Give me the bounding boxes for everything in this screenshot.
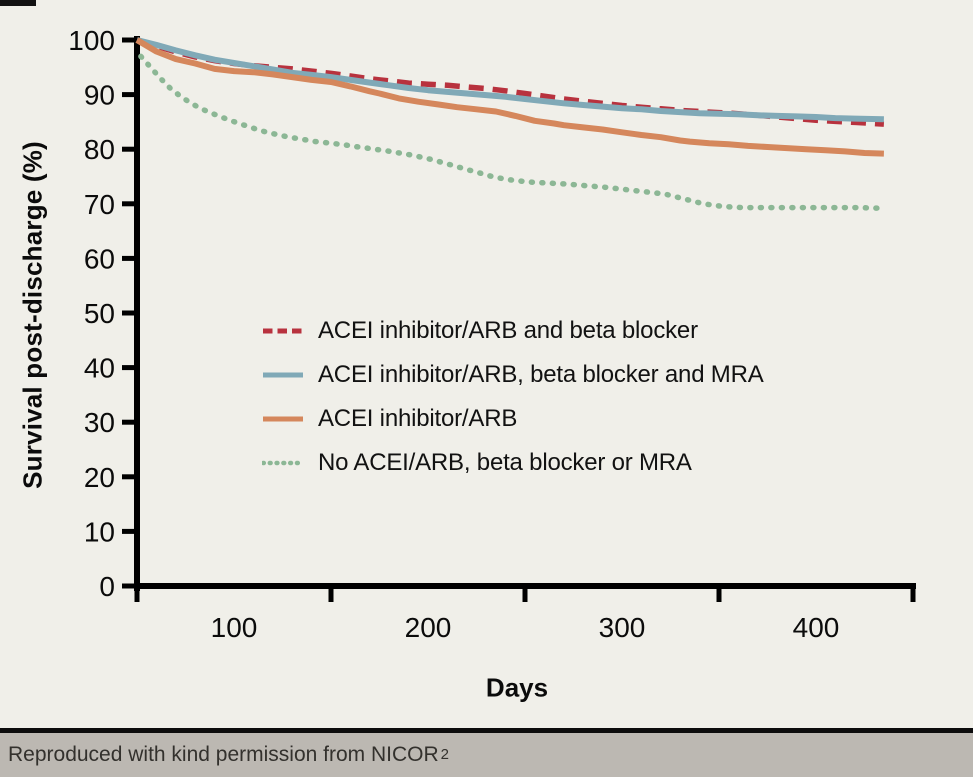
legend-label: ACEI inhibitor/ARB [318, 405, 518, 432]
legend: ACEI inhibitor/ARB and beta blocker ACEI… [262, 317, 764, 477]
y-tick-label: 90 [84, 80, 115, 111]
y-tick-label: 50 [84, 298, 115, 329]
legend-item: ACEI inhibitor/ARB [262, 405, 764, 433]
legend-item: ACEI inhibitor/ARB and beta blocker [262, 317, 764, 345]
series-line-acei-inhibitor-arb [135, 37, 884, 157]
caption-bar: Reproduced with kind permission from NIC… [0, 728, 973, 777]
y-tick-label: 40 [84, 353, 115, 384]
y-tick-label: 30 [84, 407, 115, 438]
legend-swatch-solid-orange [263, 416, 303, 422]
x-tick-label: 300 [599, 612, 646, 643]
legend-label: No ACEI/ARB, beta blocker or MRA [318, 449, 692, 476]
caption-text: Reproduced with kind permission from NIC… [8, 743, 439, 766]
y-tick-label: 100 [68, 25, 115, 56]
series-line-acei-inhibitor-arb-and-beta-blocker [136, 37, 885, 127]
legend-swatch-solid-blue [263, 372, 303, 378]
x-tick-label: 200 [405, 612, 452, 643]
y-tick-label: 10 [84, 516, 115, 547]
axes [122, 36, 916, 602]
series-line-no-acei-arb-beta-blocker-or-mra [138, 53, 881, 211]
y-tick-label: 20 [84, 462, 115, 493]
legend-swatch-dotted-green [262, 460, 304, 466]
legend-item: ACEI inhibitor/ARB, beta blocker and MRA [262, 361, 764, 389]
legend-item: No ACEI/ARB, beta blocker or MRA [262, 449, 764, 477]
legend-label: ACEI inhibitor/ARB and beta blocker [318, 317, 698, 344]
y-axis-title: Survival post-discharge (%) [17, 141, 48, 489]
series-line-acei-inhibitor-arb-beta-blocker-and-mra [136, 37, 884, 123]
legend-label: ACEI inhibitor/ARB, beta blocker and MRA [318, 361, 764, 388]
x-tick-label: 400 [793, 612, 840, 643]
scan-artifact-mark [0, 0, 36, 6]
y-tick-label: 0 [99, 571, 115, 602]
y-tick-label: 60 [84, 243, 115, 274]
series-group [135, 37, 885, 211]
legend-swatch-dashed-red [263, 328, 303, 334]
x-tick-label: 100 [211, 612, 258, 643]
x-axis-title: Days [485, 672, 549, 703]
y-tick-label: 80 [84, 134, 115, 165]
y-tick-label: 70 [84, 189, 115, 220]
